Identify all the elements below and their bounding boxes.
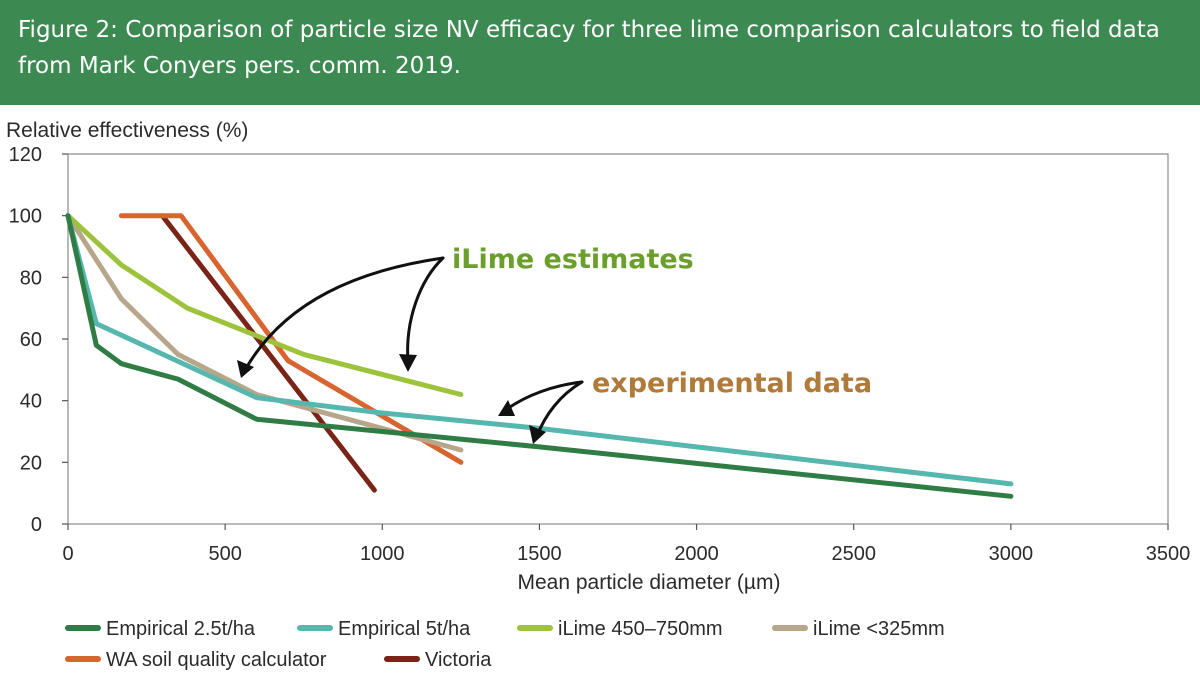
y-axis-title: Relative effectiveness (%) — [6, 119, 248, 142]
x-tick-label: 3500 — [1146, 543, 1191, 565]
series-line-1 — [65, 213, 1014, 487]
chart-series — [65, 213, 1014, 499]
plot-frame — [67, 153, 1169, 525]
x-tick-label: 0 — [62, 543, 73, 565]
x-tick-label: 500 — [208, 543, 241, 565]
arrow-heads — [237, 354, 546, 444]
x-tick-label: 2500 — [831, 543, 876, 565]
y-tick-label: 120 — [9, 144, 42, 166]
series-line-2 — [65, 213, 464, 397]
legend-label: Empirical 5t/ha — [338, 618, 471, 640]
x-tick-label: 1500 — [517, 543, 562, 565]
arrow-to-ilime-450 — [406, 256, 445, 364]
legend-label: Victoria — [425, 649, 492, 671]
arrow-to-ilime-325 — [243, 256, 445, 372]
chart-annotations: iLime estimates experimental data — [237, 244, 872, 444]
chart-axes: 0 20 40 60 80 100 120 0 500 1000 1500 2000 2500 3000 3… — [6, 119, 1190, 594]
y-tick-label: 0 — [31, 514, 42, 536]
annotation-ilime-estimates: iLime estimates — [452, 244, 694, 275]
arrow-head-4 — [529, 425, 546, 444]
legend-label: Empirical 2.5t/ha — [106, 618, 256, 640]
legend-label: WA soil quality calculator — [106, 649, 327, 671]
y-tick-label: 60 — [20, 329, 42, 351]
figure-caption: Figure 2: Comparison of particle size NV… — [18, 17, 1160, 79]
arrow-head-1 — [237, 360, 254, 378]
x-tick-label: 1000 — [360, 543, 405, 565]
y-tick-label: 40 — [20, 391, 42, 413]
series-line-0 — [65, 213, 1014, 499]
legend-label: iLime <325mm — [813, 618, 945, 640]
chart-legend: Empirical 2.5t/ha Empirical 5t/ha iLime 45… — [65, 618, 945, 671]
y-tick-label: 100 — [9, 206, 42, 228]
arrow-head-3 — [498, 400, 515, 416]
x-tick-label: 3000 — [989, 543, 1034, 565]
y-tick-label: 80 — [20, 267, 42, 289]
series-line-5 — [159, 213, 377, 493]
x-axis-title: Mean particle diameter (µm) — [517, 571, 780, 594]
figure-caption-banner: Figure 2: Comparison of particle size NV… — [0, 0, 1200, 105]
x-tick-label: 2000 — [674, 543, 719, 565]
ilime-arrows — [243, 256, 584, 438]
annotation-experimental-data: experimental data — [592, 368, 872, 399]
legend-label: iLime 450–750mm — [558, 618, 723, 640]
series-line-4 — [118, 213, 464, 465]
arrow-head-2 — [399, 354, 417, 372]
y-tick-label: 20 — [20, 452, 42, 474]
arrow-to-empirical-5 — [501, 380, 584, 414]
